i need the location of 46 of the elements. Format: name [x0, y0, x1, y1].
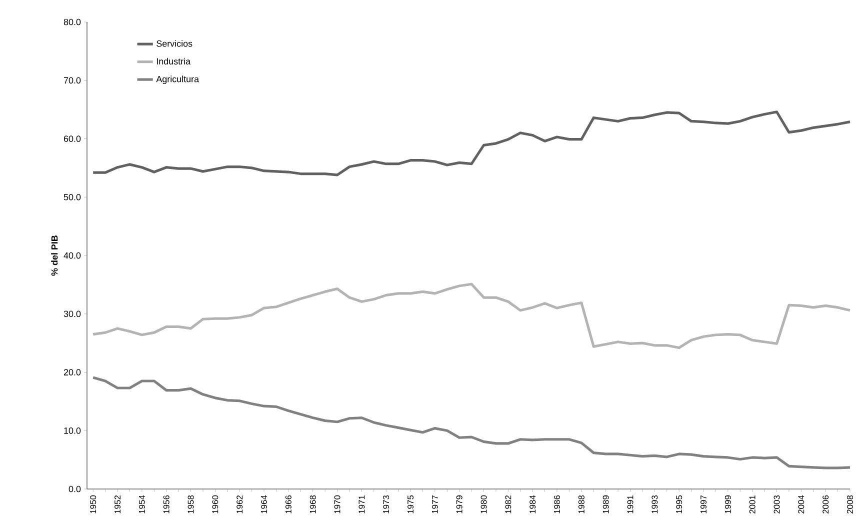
x-tick-label: 1991	[627, 495, 634, 514]
y-tick-label: 30.0	[64, 310, 81, 318]
x-tick-label: 1988	[578, 495, 584, 514]
x-tick-label: 2004	[798, 495, 804, 514]
x-tick-label: 1968	[310, 495, 316, 514]
y-tick-label: 60.0	[64, 136, 81, 142]
x-tick-label: 1954	[138, 495, 145, 514]
x-tick-label: 1964	[261, 495, 268, 514]
x-tick-label: 1950	[90, 495, 96, 514]
x-tick-label: 1995	[676, 495, 682, 514]
x-tick-label: 1958	[188, 495, 194, 514]
x-tick-label: 1980	[480, 495, 487, 514]
x-tick-label: 1960	[212, 495, 218, 514]
x-tick-label: 1982	[505, 495, 512, 514]
legend-label: Industria	[156, 58, 191, 65]
y-tick-label: 20.0	[64, 369, 81, 376]
line-series	[92, 282, 852, 350]
x-tick-label: 2008	[847, 495, 853, 514]
y-tick-label: 0.0	[68, 486, 81, 492]
y-tick-label: 40.0	[64, 252, 81, 259]
legend-label: Agricultura	[156, 76, 199, 84]
x-tick-label: 1977	[432, 495, 438, 514]
x-tick-label: 1989	[602, 495, 609, 514]
x-tick-label: 1979	[456, 495, 462, 514]
x-tick-label: 1997	[700, 495, 707, 514]
x-tick-label: 1952	[114, 495, 121, 514]
x-tick-label: 2001	[749, 495, 756, 514]
y-tick-label: 70.0	[64, 77, 81, 84]
x-tick-label: 1971	[358, 495, 365, 514]
x-tick-label: 1966	[285, 495, 292, 514]
y-tick-label: 10.0	[64, 427, 81, 434]
x-tick-label: 2006	[822, 495, 829, 514]
x-tick-label: 1962	[236, 495, 243, 514]
x-tick-label: 1984	[530, 495, 536, 514]
x-tick-label: 1973	[383, 495, 390, 514]
legend-label: Servicios	[156, 40, 192, 47]
x-tick-label: 1956	[163, 495, 170, 514]
x-tick-label: 1993	[652, 495, 658, 514]
y-tick-label: 50.0	[64, 194, 81, 200]
x-tick-label: 1986	[554, 495, 560, 514]
x-tick-label: 2003	[774, 495, 780, 514]
x-tick-label: 1999	[724, 495, 731, 514]
x-tick-label: 1970	[334, 495, 340, 514]
y-axis-title: % del PIB	[51, 235, 58, 276]
x-tick-label: 1975	[408, 495, 414, 514]
y-tick-label: 80.0	[64, 18, 81, 26]
